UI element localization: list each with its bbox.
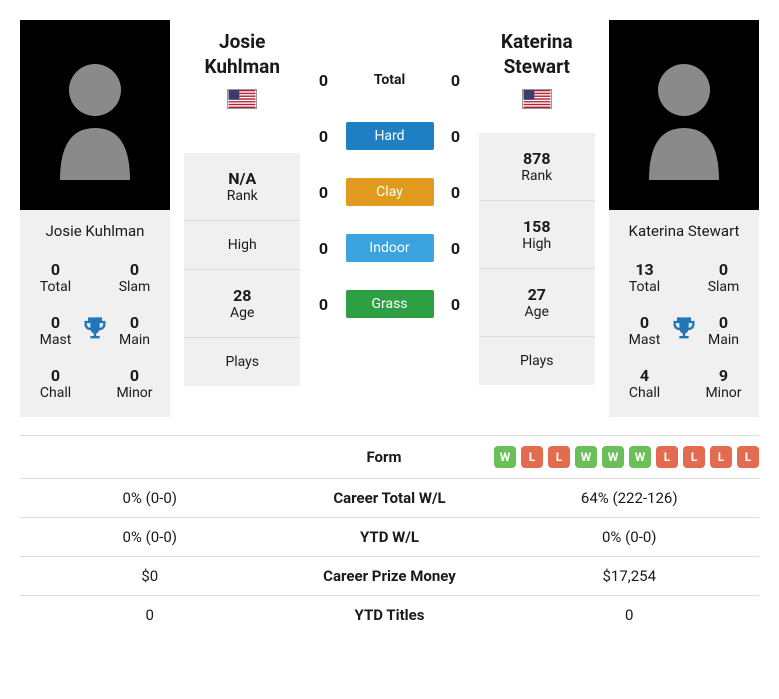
player2-titles: 13Total 0Slam 0Mast 0Main 4Chall 9Minor: [609, 252, 759, 417]
h2h-hard-p1: 0: [315, 127, 333, 146]
p1-age: 28Age: [184, 270, 300, 338]
us-flag-icon: [522, 89, 552, 113]
h2h-grass-row: 0 Grass 0: [315, 290, 465, 318]
form-label: Form: [274, 446, 494, 468]
player2-name-label: Katerina Stewart: [609, 210, 759, 252]
surface-hard-pill: Hard: [346, 122, 434, 150]
player1-name-label: Josie Kuhlman: [20, 210, 170, 252]
form-loss-badge: L: [683, 446, 705, 468]
h2h-clay-p2: 0: [447, 183, 465, 202]
p1-career-wl: 0% (0-0): [20, 489, 280, 507]
trophy-icon: [81, 315, 109, 347]
player2-header: KaterinaStewart: [477, 20, 597, 113]
h2h-total-row: 0 Total 0: [315, 66, 465, 94]
p1-ytd-titles: 0: [20, 606, 280, 624]
p1-slam-titles: 0Slam: [109, 260, 160, 295]
p2-high: 158High: [479, 201, 595, 269]
surface-clay-pill: Clay: [346, 178, 434, 206]
p2-mast-titles: 0Mast: [619, 313, 670, 348]
form-loss-badge: L: [737, 446, 759, 468]
career-wl-row: 0% (0-0) Career Total W/L 64% (222-126): [20, 479, 759, 518]
form-row: Form WLLWWWLLLL: [20, 436, 759, 479]
surface-total-label: Total: [346, 66, 434, 94]
ytd-titles-label: YTD Titles: [280, 606, 500, 624]
comparison-table: Form WLLWWWLLLL 0% (0-0) Career Total W/…: [20, 435, 759, 634]
h2h-grass-p2: 0: [447, 295, 465, 314]
h2h-clay-p1: 0: [315, 183, 333, 202]
h2h-grass-p1: 0: [315, 295, 333, 314]
p2-prize: $17,254: [500, 567, 760, 585]
player1-photo: [20, 20, 170, 210]
p1-form: [20, 446, 274, 468]
h2h-total-p1: 0: [315, 71, 333, 90]
p1-ytd-wl: 0% (0-0): [20, 528, 280, 546]
form-loss-badge: L: [521, 446, 543, 468]
p2-form: WLLWWWLLLL: [494, 446, 759, 468]
form-loss-badge: L: [548, 446, 570, 468]
h2h-indoor-row: 0 Indoor 0: [315, 234, 465, 262]
h2h-indoor-p2: 0: [447, 239, 465, 258]
player2-stats: 878Rank 158High 27Age Plays: [479, 133, 595, 385]
p2-slam-titles: 0Slam: [698, 260, 749, 295]
h2h-indoor-p1: 0: [315, 239, 333, 258]
p2-rank: 878Rank: [479, 133, 595, 201]
p2-total-titles: 13Total: [619, 260, 670, 295]
ytd-titles-row: 0 YTD Titles 0: [20, 596, 759, 634]
player1-header: JosieKuhlman: [182, 20, 302, 113]
p1-main-titles: 0Main: [109, 313, 160, 348]
h2h-hard-p2: 0: [447, 127, 465, 146]
player1-titles: 0Total 0Slam 0Mast 0Main 0Chall 0Minor: [20, 252, 170, 417]
p2-age: 27Age: [479, 269, 595, 337]
p2-ytd-titles: 0: [500, 606, 760, 624]
form-win-badge: W: [629, 446, 651, 468]
form-win-badge: W: [494, 446, 516, 468]
surface-indoor-pill: Indoor: [346, 234, 434, 262]
player2-photo: [609, 20, 759, 210]
form-win-badge: W: [602, 446, 624, 468]
p1-mast-titles: 0Mast: [30, 313, 81, 348]
prize-label: Career Prize Money: [280, 567, 500, 585]
ytd-wl-label: YTD W/L: [280, 528, 500, 546]
form-loss-badge: L: [656, 446, 678, 468]
prize-row: $0 Career Prize Money $17,254: [20, 557, 759, 596]
form-win-badge: W: [575, 446, 597, 468]
player2-card: Katerina Stewart 13Total 0Slam 0Mast 0Ma…: [609, 20, 759, 417]
career-wl-label: Career Total W/L: [280, 489, 500, 507]
h2h-hard-row: 0 Hard 0: [315, 122, 465, 150]
p1-rank: N/ARank: [184, 153, 300, 221]
player1-card: Josie Kuhlman 0Total 0Slam 0Mast 0Main 0…: [20, 20, 170, 417]
p2-main-titles: 0Main: [698, 313, 749, 348]
head-to-head-top: Josie Kuhlman 0Total 0Slam 0Mast 0Main 0…: [20, 20, 759, 417]
us-flag-icon: [227, 89, 257, 113]
p1-minor-titles: 0Minor: [109, 366, 160, 401]
h2h-clay-row: 0 Clay 0: [315, 178, 465, 206]
player2-column: KaterinaStewart 878Rank 158High 27Age Pl…: [477, 20, 597, 385]
p1-prize: $0: [20, 567, 280, 585]
ytd-wl-row: 0% (0-0) YTD W/L 0% (0-0): [20, 518, 759, 557]
p1-total-titles: 0Total: [30, 260, 81, 295]
surface-grass-pill: Grass: [346, 290, 434, 318]
trophy-icon: [670, 315, 698, 347]
p2-minor-titles: 9Minor: [698, 366, 749, 401]
p1-plays: Plays: [184, 338, 300, 386]
player1-name-top: JosieKuhlman: [182, 30, 302, 79]
p2-career-wl: 64% (222-126): [500, 489, 760, 507]
player1-stats: N/ARank High 28Age Plays: [184, 153, 300, 386]
player1-column: JosieKuhlman N/ARank High 28Age Plays: [182, 20, 302, 386]
form-loss-badge: L: [710, 446, 732, 468]
p2-chall-titles: 4Chall: [619, 366, 670, 401]
p1-chall-titles: 0Chall: [30, 366, 81, 401]
p2-plays: Plays: [479, 337, 595, 385]
h2h-surface-breakdown: 0 Total 0 0 Hard 0 0 Clay 0 0 Indoor 0 0…: [315, 20, 465, 318]
player2-name-top: KaterinaStewart: [477, 30, 597, 79]
p1-high: High: [184, 221, 300, 270]
p2-ytd-wl: 0% (0-0): [500, 528, 760, 546]
h2h-total-p2: 0: [447, 71, 465, 90]
